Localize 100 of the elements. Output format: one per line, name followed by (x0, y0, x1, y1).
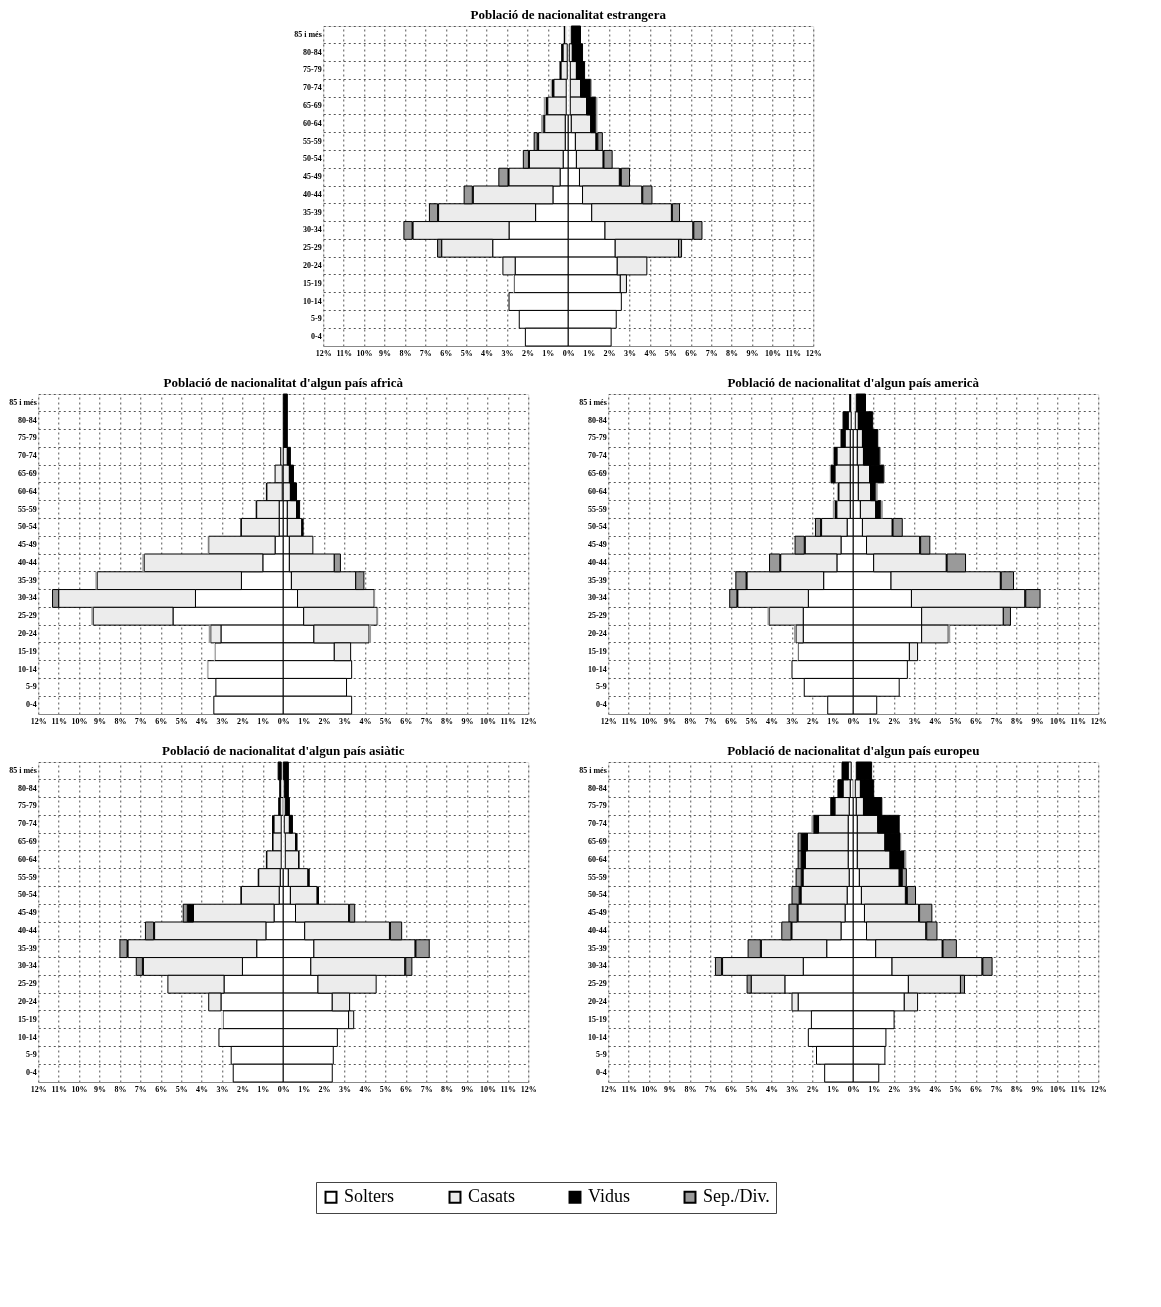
y-tick-label: 75-79 (588, 801, 607, 811)
x-tick-label: 4% (766, 1084, 779, 1094)
x-tick-label: 1% (583, 348, 596, 358)
y-tick-label: 30-34 (303, 225, 322, 235)
x-tick-label: 5% (175, 716, 188, 726)
y-tick-label: 85 i més (9, 397, 37, 407)
x-tick-label: 3% (786, 716, 799, 726)
x-tick-label: 12% (520, 1084, 537, 1094)
x-tick-label: 0% (277, 1084, 290, 1094)
x-tick-label: 4% (196, 716, 209, 726)
chart-title: Població de nacionalitat d'algun país asiàtic (162, 742, 405, 758)
chart-title: Població de nacionalitat d'algun país americà (727, 374, 980, 390)
y-tick-label: 0-4 (26, 1068, 37, 1078)
y-tick-label: 40-44 (588, 925, 607, 935)
x-tick-label: 3% (786, 1084, 799, 1094)
x-tick-label: 12% (600, 716, 617, 726)
x-tick-label: 7% (419, 348, 432, 358)
x-tick-label: 1% (827, 1084, 840, 1094)
y-tick-label: 10-14 (18, 1032, 37, 1042)
x-tick-label: 9% (461, 716, 474, 726)
chart-title: Població de nacionalitat d'algun país europeu (727, 742, 980, 758)
x-tick-label: 7% (704, 716, 717, 726)
x-tick-label: 3% (339, 1084, 351, 1094)
x-tick-label: 6% (400, 716, 413, 726)
x-tick-label: 6% (970, 1084, 983, 1094)
y-tick-label: 40-44 (18, 557, 37, 567)
y-tick-label: 75-79 (303, 65, 322, 75)
x-tick-label: 0% (847, 1084, 860, 1094)
x-tick-label: 5% (460, 348, 473, 358)
legend-label: Sep./Div. (703, 1186, 770, 1207)
x-tick-label: 2% (888, 1084, 901, 1094)
y-tick-label: 35-39 (18, 575, 37, 585)
x-tick-label: 2% (318, 1084, 331, 1094)
x-tick-label: 6% (155, 716, 168, 726)
x-tick-label: 11% (51, 1084, 67, 1094)
y-tick-label: 85 i més (9, 765, 37, 775)
x-tick-label: 5% (949, 716, 962, 726)
x-tick-label: 4% (359, 716, 372, 726)
y-tick-label: 30-34 (588, 593, 607, 603)
y-tick-label: 70-74 (588, 451, 607, 461)
y-tick-label: 30-34 (18, 961, 37, 971)
x-tick-label: 1% (868, 716, 881, 726)
y-tick-label: 75-79 (18, 801, 37, 811)
x-tick-label: 1% (257, 716, 270, 726)
x-tick-label: 8% (114, 716, 127, 726)
y-tick-label: 20-24 (588, 997, 607, 1006)
y-tick-label: 20-24 (18, 629, 37, 638)
legend-label: Vidus (588, 1186, 630, 1207)
y-tick-label: 45-49 (588, 540, 607, 550)
y-tick-label: 40-44 (588, 557, 607, 567)
x-tick-label: 3% (624, 348, 636, 358)
x-tick-label: 10% (1049, 1084, 1066, 1094)
x-tick-label: 9% (746, 348, 759, 358)
x-tick-label: 3% (216, 716, 229, 726)
x-tick-label: 8% (441, 716, 454, 726)
y-tick-label: 45-49 (18, 540, 37, 550)
x-tick-label: 6% (400, 1084, 413, 1094)
x-tick-label: 7% (420, 716, 433, 726)
y-tick-label: 30-34 (18, 593, 37, 603)
x-tick-label: 2% (236, 716, 249, 726)
y-tick-label: 65-69 (588, 837, 607, 846)
y-tick-label: 20-24 (588, 629, 607, 638)
x-tick-label: 2% (806, 1084, 819, 1094)
y-tick-label: 60-64 (303, 118, 322, 128)
y-tick-label: 10-14 (18, 664, 37, 674)
x-tick-label: 9% (379, 348, 391, 358)
y-tick-label: 15-19 (303, 278, 322, 288)
x-tick-label: 0% (277, 716, 290, 726)
x-tick-label: 10% (641, 1084, 658, 1094)
x-tick-label: 12% (1090, 716, 1107, 726)
y-tick-label: 80-84 (588, 415, 607, 425)
y-tick-label: 70-74 (18, 451, 37, 461)
x-tick-label: 5% (745, 716, 758, 726)
x-tick-label: 10% (764, 348, 781, 358)
x-tick-label: 12% (30, 716, 47, 726)
x-tick-label: 3% (501, 348, 514, 358)
y-tick-label: 80-84 (18, 783, 37, 793)
x-tick-label: 8% (399, 348, 412, 358)
x-tick-label: 9% (1031, 1084, 1044, 1094)
y-tick-label: 85 i més (579, 397, 607, 407)
y-tick-label: 85 i més (579, 765, 607, 775)
x-tick-label: 1% (257, 1084, 270, 1094)
y-tick-label: 35-39 (588, 943, 607, 953)
y-tick-label: 50-54 (18, 890, 37, 900)
y-tick-label: 50-54 (588, 890, 607, 900)
y-tick-label: 5-9 (596, 682, 607, 692)
y-tick-label: 5-9 (311, 314, 322, 324)
x-tick-label: 6% (970, 716, 983, 726)
y-tick-label: 60-64 (588, 486, 607, 496)
x-tick-label: 1% (827, 716, 840, 726)
x-tick-label: 4% (929, 716, 942, 726)
x-tick-label: 8% (1011, 716, 1024, 726)
x-tick-label: 4% (929, 1084, 942, 1094)
chart-title: Població de nacionalitat d'algun país africà (163, 374, 404, 390)
x-tick-label: 2% (521, 348, 534, 358)
y-tick-label: 85 i més (294, 29, 322, 39)
y-tick-label: 70-74 (303, 83, 322, 93)
x-tick-label: 12% (600, 1084, 617, 1094)
x-tick-label: 10% (71, 716, 88, 726)
x-tick-label: 6% (685, 348, 698, 358)
